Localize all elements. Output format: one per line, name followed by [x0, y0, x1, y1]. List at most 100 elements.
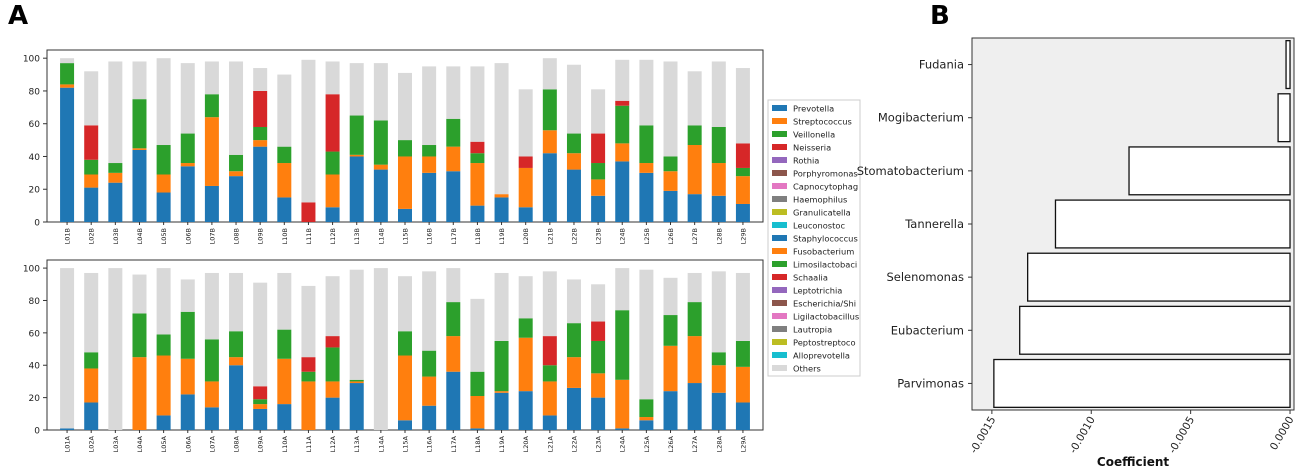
x-tick-label: L16A: [426, 435, 434, 452]
bar-segment-prevotella: [349, 156, 364, 222]
bar-segment-streptococcus: [373, 164, 388, 170]
bar-segment-veillonella: [277, 146, 292, 164]
bar-segment-veillonella: [422, 350, 437, 377]
bar-segment-others: [470, 298, 485, 372]
x-tick-label: L19B: [498, 228, 506, 244]
bar-segment-streptococcus: [325, 381, 340, 398]
x-tick-label: L26A: [667, 435, 675, 452]
x-tick-label: L03B: [112, 228, 120, 244]
bar-segment-veillonella: [591, 340, 606, 374]
bar-segment-others: [204, 61, 219, 95]
y-tick-label: Fudania: [919, 58, 964, 72]
bar-segment-streptococcus: [132, 148, 147, 150]
legend-swatch: [772, 222, 787, 228]
legend-swatch: [772, 209, 787, 215]
bar-segment-others: [301, 59, 316, 203]
legend-label: Lautropia: [793, 325, 832, 335]
bar-segment-others: [494, 272, 509, 341]
bar-segment-veillonella: [687, 125, 702, 146]
bar-segment-prevotella: [446, 171, 461, 222]
bar-segment-prevotella: [639, 420, 654, 430]
x-tick-label: L28B: [715, 228, 723, 244]
bar-segment-streptococcus: [349, 381, 364, 384]
panel-b-coefficient-chart: Fudania Mogibacterium Stomatobacterium Tann…: [857, 37, 1297, 467]
bar-segment-veillonella: [591, 163, 606, 180]
bar-segment-veillonella: [301, 371, 316, 382]
bar-segment-prevotella: [615, 161, 630, 222]
legend-label: Neisseria: [793, 143, 831, 153]
legend-swatch: [772, 131, 787, 137]
bar-segment-prevotella: [663, 190, 678, 222]
x-tick-label: L08A: [233, 435, 241, 452]
legend-swatch: [772, 326, 787, 332]
bar-segment-others: [108, 268, 123, 430]
bar-segment-neisseria: [470, 141, 485, 154]
bar-segment-others: [229, 272, 244, 332]
y-tick-label: Tannerella: [904, 217, 964, 231]
legend-label: Staphylococcus: [793, 234, 858, 244]
x-tick-label: L28A: [715, 435, 723, 452]
bar-segment-veillonella: [639, 125, 654, 164]
x-tick-label: L15B: [402, 228, 410, 244]
bar-segment-streptococcus: [84, 174, 99, 188]
x-tick-label: L11A: [305, 435, 313, 452]
x-tick-label: L01B: [64, 228, 72, 244]
y-tick-label: 60: [29, 120, 41, 130]
bar-segment-streptococcus: [253, 140, 268, 147]
bar-segment-others: [639, 269, 654, 400]
bar-segment-prevotella: [398, 420, 412, 430]
legend-label: Leuconostoc: [793, 221, 845, 231]
x-tick-label: L10B: [281, 228, 289, 244]
legend-label: Capnocytophag: [793, 182, 858, 192]
bar-segment-prevotella: [253, 146, 268, 222]
bar-segment-prevotella: [229, 176, 244, 222]
bar-segment-others: [711, 61, 726, 127]
bar-segment-others: [494, 63, 509, 195]
x-tick-label: -0.0010: [1067, 415, 1098, 456]
bar-segment-prevotella: [325, 207, 340, 222]
bar-segment-streptococcus: [494, 391, 509, 393]
x-axis-label: Coefficient: [1097, 455, 1169, 467]
x-tick-label: L14A: [377, 435, 385, 452]
legend-label: Rothia: [793, 156, 819, 166]
bar-segment-veillonella: [156, 334, 171, 356]
coefficient-bar: [1027, 252, 1291, 302]
x-tick-label: L03A: [112, 435, 120, 452]
bar-segment-veillonella: [566, 323, 581, 358]
bar-segment-streptococcus: [229, 171, 244, 177]
coefficient-bar: [1128, 146, 1291, 196]
x-tick-label: L27A: [691, 435, 699, 452]
bar-segment-prevotella: [687, 194, 702, 222]
bar-segment-prevotella: [687, 383, 702, 430]
legend-label: Prevotella: [793, 104, 834, 114]
bar-segment-veillonella: [229, 331, 244, 358]
x-tick-label: L06B: [184, 228, 192, 244]
coefficient-bar: [1054, 199, 1291, 249]
bar-segment-prevotella: [470, 205, 485, 222]
bar-segment-streptococcus: [518, 167, 533, 208]
bar-segment-others: [542, 58, 557, 90]
bar-segment-others: [566, 279, 581, 324]
bar-segment-streptococcus: [156, 355, 171, 416]
x-tick-label: L09B: [257, 228, 265, 244]
legend-swatch: [772, 235, 787, 241]
legend-swatch: [772, 144, 787, 150]
bar-segment-others: [615, 59, 630, 101]
x-tick-label: L18B: [474, 228, 482, 244]
x-tick-label: L08B: [233, 228, 241, 244]
x-tick-label: L10A: [281, 435, 289, 452]
bar-segment-prevotella: [204, 185, 219, 222]
bar-segment-veillonella: [711, 352, 726, 366]
bar-segment-prevotella: [735, 402, 750, 430]
y-tick-label: 80: [29, 297, 41, 307]
bar-segment-veillonella: [132, 313, 147, 358]
bar-segment-streptococcus: [229, 357, 244, 366]
bar-segment-veillonella: [735, 340, 750, 367]
x-tick-label: L07B: [208, 228, 216, 244]
bar-segment-others: [446, 268, 461, 303]
bar-segment-prevotella: [325, 397, 340, 430]
bar-segment-streptococcus: [735, 176, 750, 204]
bar-segment-veillonella: [325, 347, 340, 382]
x-tick-label: L09A: [257, 435, 265, 452]
x-tick-label: L23A: [595, 435, 603, 452]
